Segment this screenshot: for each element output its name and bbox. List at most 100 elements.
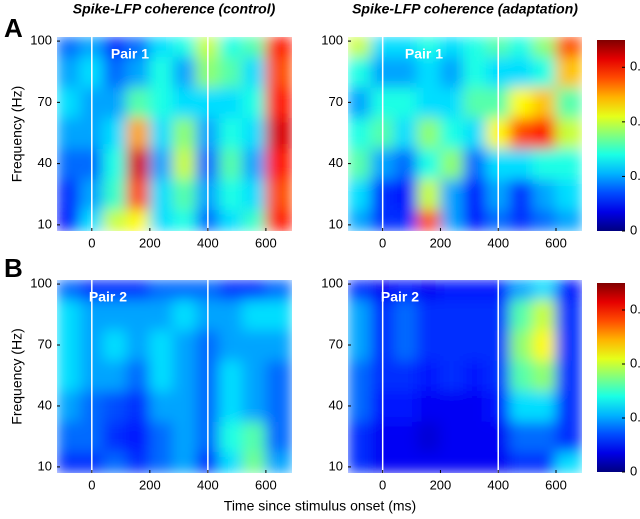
heat-cell — [265, 55, 292, 88]
heat-cell — [463, 359, 488, 392]
heat-cell — [57, 298, 81, 331]
heat-cell — [218, 298, 244, 331]
heat-cell — [218, 329, 244, 361]
heat-cell — [509, 209, 534, 231]
y-tick-label: 40 — [38, 397, 52, 412]
heat-cell — [509, 298, 534, 331]
heat-cell — [439, 420, 465, 453]
heat-cell — [416, 117, 441, 149]
heat-cell — [439, 178, 465, 211]
heat-cell — [348, 359, 372, 392]
heat-cell — [242, 147, 267, 180]
heat-cell — [265, 117, 292, 149]
heat-cell — [509, 55, 534, 88]
heat-cell — [172, 86, 197, 119]
heat-cell — [149, 298, 174, 331]
heat-cell — [218, 390, 244, 422]
heat-cell — [172, 451, 197, 473]
heat-cell — [102, 86, 128, 119]
heat-cell — [172, 209, 197, 231]
heat-cell — [416, 178, 441, 211]
x-tick-label: 0 — [88, 477, 95, 492]
heat-cell — [126, 359, 151, 392]
heat-cell — [348, 86, 372, 119]
y-axis-label: Frequency (Hz) — [9, 86, 25, 182]
heat-cell — [463, 280, 488, 300]
heat-cell — [102, 178, 128, 211]
heat-cell — [242, 280, 267, 300]
heat-cell — [126, 420, 151, 453]
colorbar-tick-label: 0 — [630, 222, 637, 237]
heat-cell — [149, 420, 174, 453]
heat-cell — [265, 420, 292, 453]
heat-cell — [393, 209, 418, 231]
x-tick-label: 600 — [545, 477, 567, 492]
heat-cell — [439, 329, 465, 361]
pair-label: Pair 1 — [111, 46, 149, 62]
heat-cell — [149, 147, 174, 180]
heat-cell — [532, 55, 557, 88]
heat-cell — [57, 420, 81, 453]
heat-cell — [102, 451, 128, 473]
y-tick-label: 70 — [38, 94, 52, 109]
heat-cell — [348, 329, 372, 361]
heat-cell — [416, 280, 441, 300]
y-tick-label: 40 — [329, 155, 343, 170]
heat-cell — [57, 390, 81, 422]
heat-cell — [416, 390, 441, 422]
heat-cell — [265, 390, 292, 422]
heat-cell — [265, 451, 292, 473]
heat-cell — [102, 37, 128, 57]
x-axis-label: Time since stimulus onset (ms) — [224, 498, 416, 514]
colorbar — [597, 40, 625, 231]
heat-cell — [416, 147, 441, 180]
heat-cell — [555, 390, 582, 422]
heat-cell — [393, 359, 418, 392]
heatmap-cells — [57, 37, 292, 231]
y-tick-label: 70 — [329, 94, 343, 109]
heat-cell — [57, 37, 81, 57]
heat-cell — [439, 280, 465, 300]
heat-cell — [348, 298, 372, 331]
heat-cell — [393, 390, 418, 422]
heat-cell — [463, 420, 488, 453]
heat-cell — [439, 117, 465, 149]
y-tick-label: 10 — [38, 216, 52, 231]
x-tick-label: 400 — [197, 477, 219, 492]
heat-cell — [509, 86, 534, 119]
heat-cell — [218, 359, 244, 392]
colorbar-tick-label: 0 — [630, 463, 637, 478]
heat-cell — [172, 178, 197, 211]
pair-label: Pair 1 — [405, 46, 443, 62]
heat-cell — [439, 86, 465, 119]
heat-cell — [126, 390, 151, 422]
colorbar-tick-label: 0.2 — [630, 355, 640, 370]
heatmap — [348, 280, 582, 473]
colorbar-tick-label: 0.2 — [630, 113, 640, 128]
heat-cell — [555, 178, 582, 211]
heat-cell — [393, 55, 418, 88]
heat-cell — [555, 55, 582, 88]
heat-cell — [172, 329, 197, 361]
x-tick-label: 200 — [430, 235, 452, 250]
heat-cell — [509, 329, 534, 361]
pair-label: Pair 2 — [89, 289, 127, 305]
heat-cell — [172, 147, 197, 180]
heat-cell — [265, 280, 292, 300]
y-tick-label: 100 — [30, 33, 52, 48]
heat-cell — [393, 37, 418, 57]
heat-cell — [242, 209, 267, 231]
heat-cell — [149, 86, 174, 119]
heat-cell — [242, 420, 267, 453]
heat-cell — [393, 86, 418, 119]
heat-cell — [463, 178, 488, 211]
heat-cell — [265, 147, 292, 180]
x-tick-label: 600 — [545, 235, 567, 250]
heat-cell — [218, 117, 244, 149]
heat-cell — [348, 280, 372, 300]
heat-cell — [265, 178, 292, 211]
heat-cell — [57, 209, 81, 231]
heat-cell — [57, 117, 81, 149]
heat-cell — [149, 359, 174, 392]
heat-cell — [102, 420, 128, 453]
